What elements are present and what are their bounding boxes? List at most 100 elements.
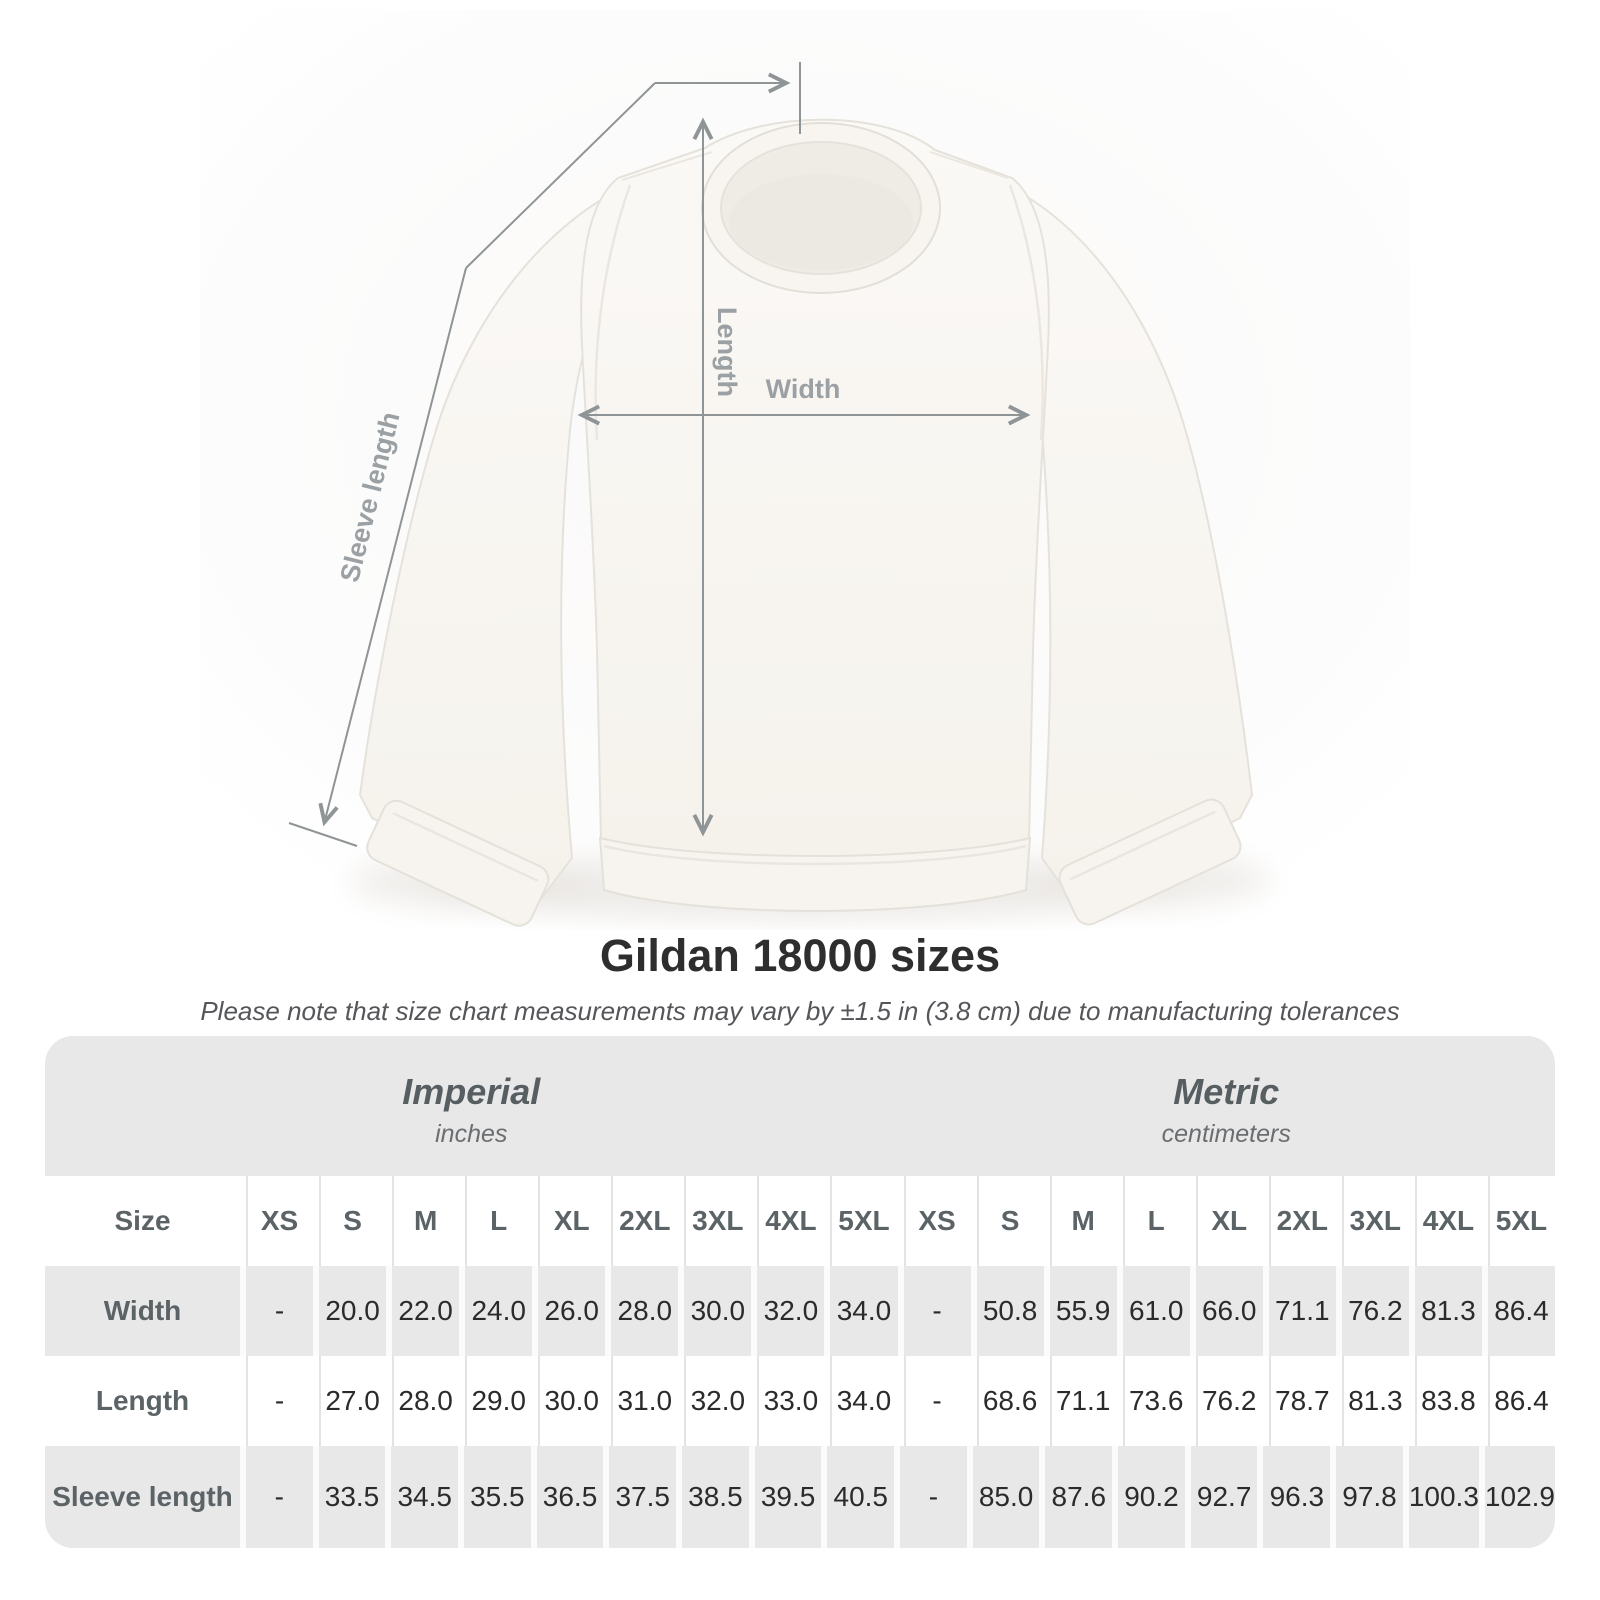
unit-header-row: Imperial inches Metric centimeters bbox=[45, 1036, 1555, 1176]
cell: 30.0 bbox=[532, 1356, 605, 1446]
cell: 34.0 bbox=[824, 1266, 897, 1356]
cell: 33.0 bbox=[751, 1356, 824, 1446]
length-label: Length bbox=[712, 307, 742, 397]
size-col-header: 2XL bbox=[605, 1176, 678, 1266]
size-col-header: M bbox=[386, 1176, 459, 1266]
size-col-header: L bbox=[459, 1176, 532, 1266]
size-col-header: 3XL bbox=[678, 1176, 751, 1266]
cell: 78.7 bbox=[1262, 1356, 1336, 1446]
table-row-width: Width - 20.0 22.0 24.0 26.0 28.0 30.0 32… bbox=[45, 1266, 1555, 1356]
size-header: Size bbox=[114, 1205, 171, 1236]
cell: 40.5 bbox=[821, 1446, 894, 1548]
cell: 90.2 bbox=[1112, 1446, 1185, 1548]
title-block: Gildan 18000 sizes Please note that size… bbox=[0, 930, 1600, 1027]
cell: 73.6 bbox=[1116, 1356, 1190, 1446]
cell: 83.8 bbox=[1408, 1356, 1482, 1446]
cell: - bbox=[897, 1356, 971, 1446]
cell: - bbox=[240, 1266, 313, 1356]
table-row-sleeve-length: Sleeve length - 33.5 34.5 35.5 36.5 37.5… bbox=[45, 1446, 1555, 1548]
sleeve-bottom-tick bbox=[288, 822, 358, 847]
cell: 97.8 bbox=[1330, 1446, 1403, 1548]
size-col-header: 4XL bbox=[751, 1176, 824, 1266]
cell: 86.4 bbox=[1481, 1266, 1555, 1356]
cell: - bbox=[240, 1446, 313, 1548]
size-col-header: L bbox=[1116, 1176, 1190, 1266]
cell: 85.0 bbox=[966, 1446, 1040, 1548]
metric-label: Metric bbox=[1173, 1071, 1280, 1112]
cell: 96.3 bbox=[1257, 1446, 1330, 1548]
cell: 86.4 bbox=[1481, 1356, 1555, 1446]
metric-unit: centimeters bbox=[1161, 1120, 1291, 1148]
cell: - bbox=[897, 1266, 971, 1356]
cell: 31.0 bbox=[605, 1356, 678, 1446]
cell: 100.3 bbox=[1402, 1446, 1479, 1548]
cell: 102.9 bbox=[1478, 1446, 1555, 1548]
sleeve-diagonal-lower bbox=[325, 267, 467, 820]
cell: 35.5 bbox=[458, 1446, 531, 1548]
cell: 30.0 bbox=[678, 1266, 751, 1356]
width-label: Width bbox=[766, 374, 841, 404]
cell: 34.0 bbox=[824, 1356, 897, 1446]
cell: 28.0 bbox=[605, 1266, 678, 1356]
tolerance-note: Please note that size chart measurements… bbox=[200, 995, 1400, 1026]
cell: 32.0 bbox=[678, 1356, 751, 1446]
cell: 81.3 bbox=[1408, 1266, 1482, 1356]
size-col-header: XS bbox=[240, 1176, 313, 1266]
cell: 71.1 bbox=[1262, 1266, 1336, 1356]
size-col-header: XL bbox=[1189, 1176, 1263, 1266]
cell: 55.9 bbox=[1043, 1266, 1117, 1356]
imperial-group-header: Imperial inches bbox=[45, 1036, 898, 1176]
sweatshirt-hem bbox=[598, 836, 1032, 912]
cell: 39.5 bbox=[748, 1446, 822, 1548]
metric-group-header: Metric centimeters bbox=[898, 1036, 1556, 1176]
size-col-header: XS bbox=[897, 1176, 971, 1266]
imperial-label: Imperial bbox=[402, 1071, 541, 1112]
row-label: Width bbox=[103, 1295, 182, 1326]
cell: 87.6 bbox=[1039, 1446, 1112, 1548]
sleeve-diagonal-upper bbox=[465, 82, 656, 269]
cell: 24.0 bbox=[459, 1266, 532, 1356]
size-header-row: Size XS S M L XL 2XL 3XL 4XL 5XL XS S M … bbox=[45, 1176, 1555, 1266]
cell: 50.8 bbox=[970, 1266, 1044, 1356]
row-label: Sleeve length bbox=[52, 1481, 233, 1512]
size-col-header: 3XL bbox=[1335, 1176, 1409, 1266]
size-col-header: 2XL bbox=[1262, 1176, 1336, 1266]
cell: 26.0 bbox=[532, 1266, 605, 1356]
sweatshirt-cuffs bbox=[366, 798, 1242, 927]
cell: 28.0 bbox=[386, 1356, 459, 1446]
size-col-header: 5XL bbox=[824, 1176, 897, 1266]
row-label: Length bbox=[95, 1385, 190, 1416]
cell: 92.7 bbox=[1184, 1446, 1258, 1548]
cell: - bbox=[240, 1356, 313, 1446]
cell: 76.2 bbox=[1189, 1356, 1263, 1446]
cell: 66.0 bbox=[1189, 1266, 1263, 1356]
page-title: Gildan 18000 sizes bbox=[599, 930, 1001, 981]
cell: 34.5 bbox=[385, 1446, 458, 1548]
cell: 29.0 bbox=[459, 1356, 532, 1446]
cell: 33.5 bbox=[312, 1446, 386, 1548]
cell: 61.0 bbox=[1116, 1266, 1190, 1356]
dimension-lines bbox=[288, 62, 1024, 847]
cell: 20.0 bbox=[313, 1266, 386, 1356]
cell: 32.0 bbox=[751, 1266, 824, 1356]
cell: 81.3 bbox=[1335, 1356, 1409, 1446]
cell: 37.5 bbox=[603, 1446, 676, 1548]
sweatshirt-diagram: Width Length Sleeve length bbox=[200, 10, 1410, 927]
table-row-length: Length - 27.0 28.0 29.0 30.0 31.0 32.0 3… bbox=[45, 1356, 1555, 1446]
size-table: Imperial inches Metric centimeters Size … bbox=[45, 1036, 1555, 1548]
imperial-unit: inches bbox=[435, 1120, 508, 1148]
size-col-header: S bbox=[970, 1176, 1044, 1266]
cell: 36.5 bbox=[530, 1446, 604, 1548]
cell: 76.2 bbox=[1335, 1266, 1409, 1356]
cell: 71.1 bbox=[1043, 1356, 1117, 1446]
cell: 27.0 bbox=[313, 1356, 386, 1446]
cell: 68.6 bbox=[970, 1356, 1044, 1446]
cell: 38.5 bbox=[676, 1446, 749, 1548]
size-col-header: 5XL bbox=[1481, 1176, 1555, 1266]
cell: 22.0 bbox=[386, 1266, 459, 1356]
size-col-header: 4XL bbox=[1408, 1176, 1482, 1266]
size-col-header: S bbox=[313, 1176, 386, 1266]
size-col-header: XL bbox=[532, 1176, 605, 1266]
cell: - bbox=[894, 1446, 967, 1548]
